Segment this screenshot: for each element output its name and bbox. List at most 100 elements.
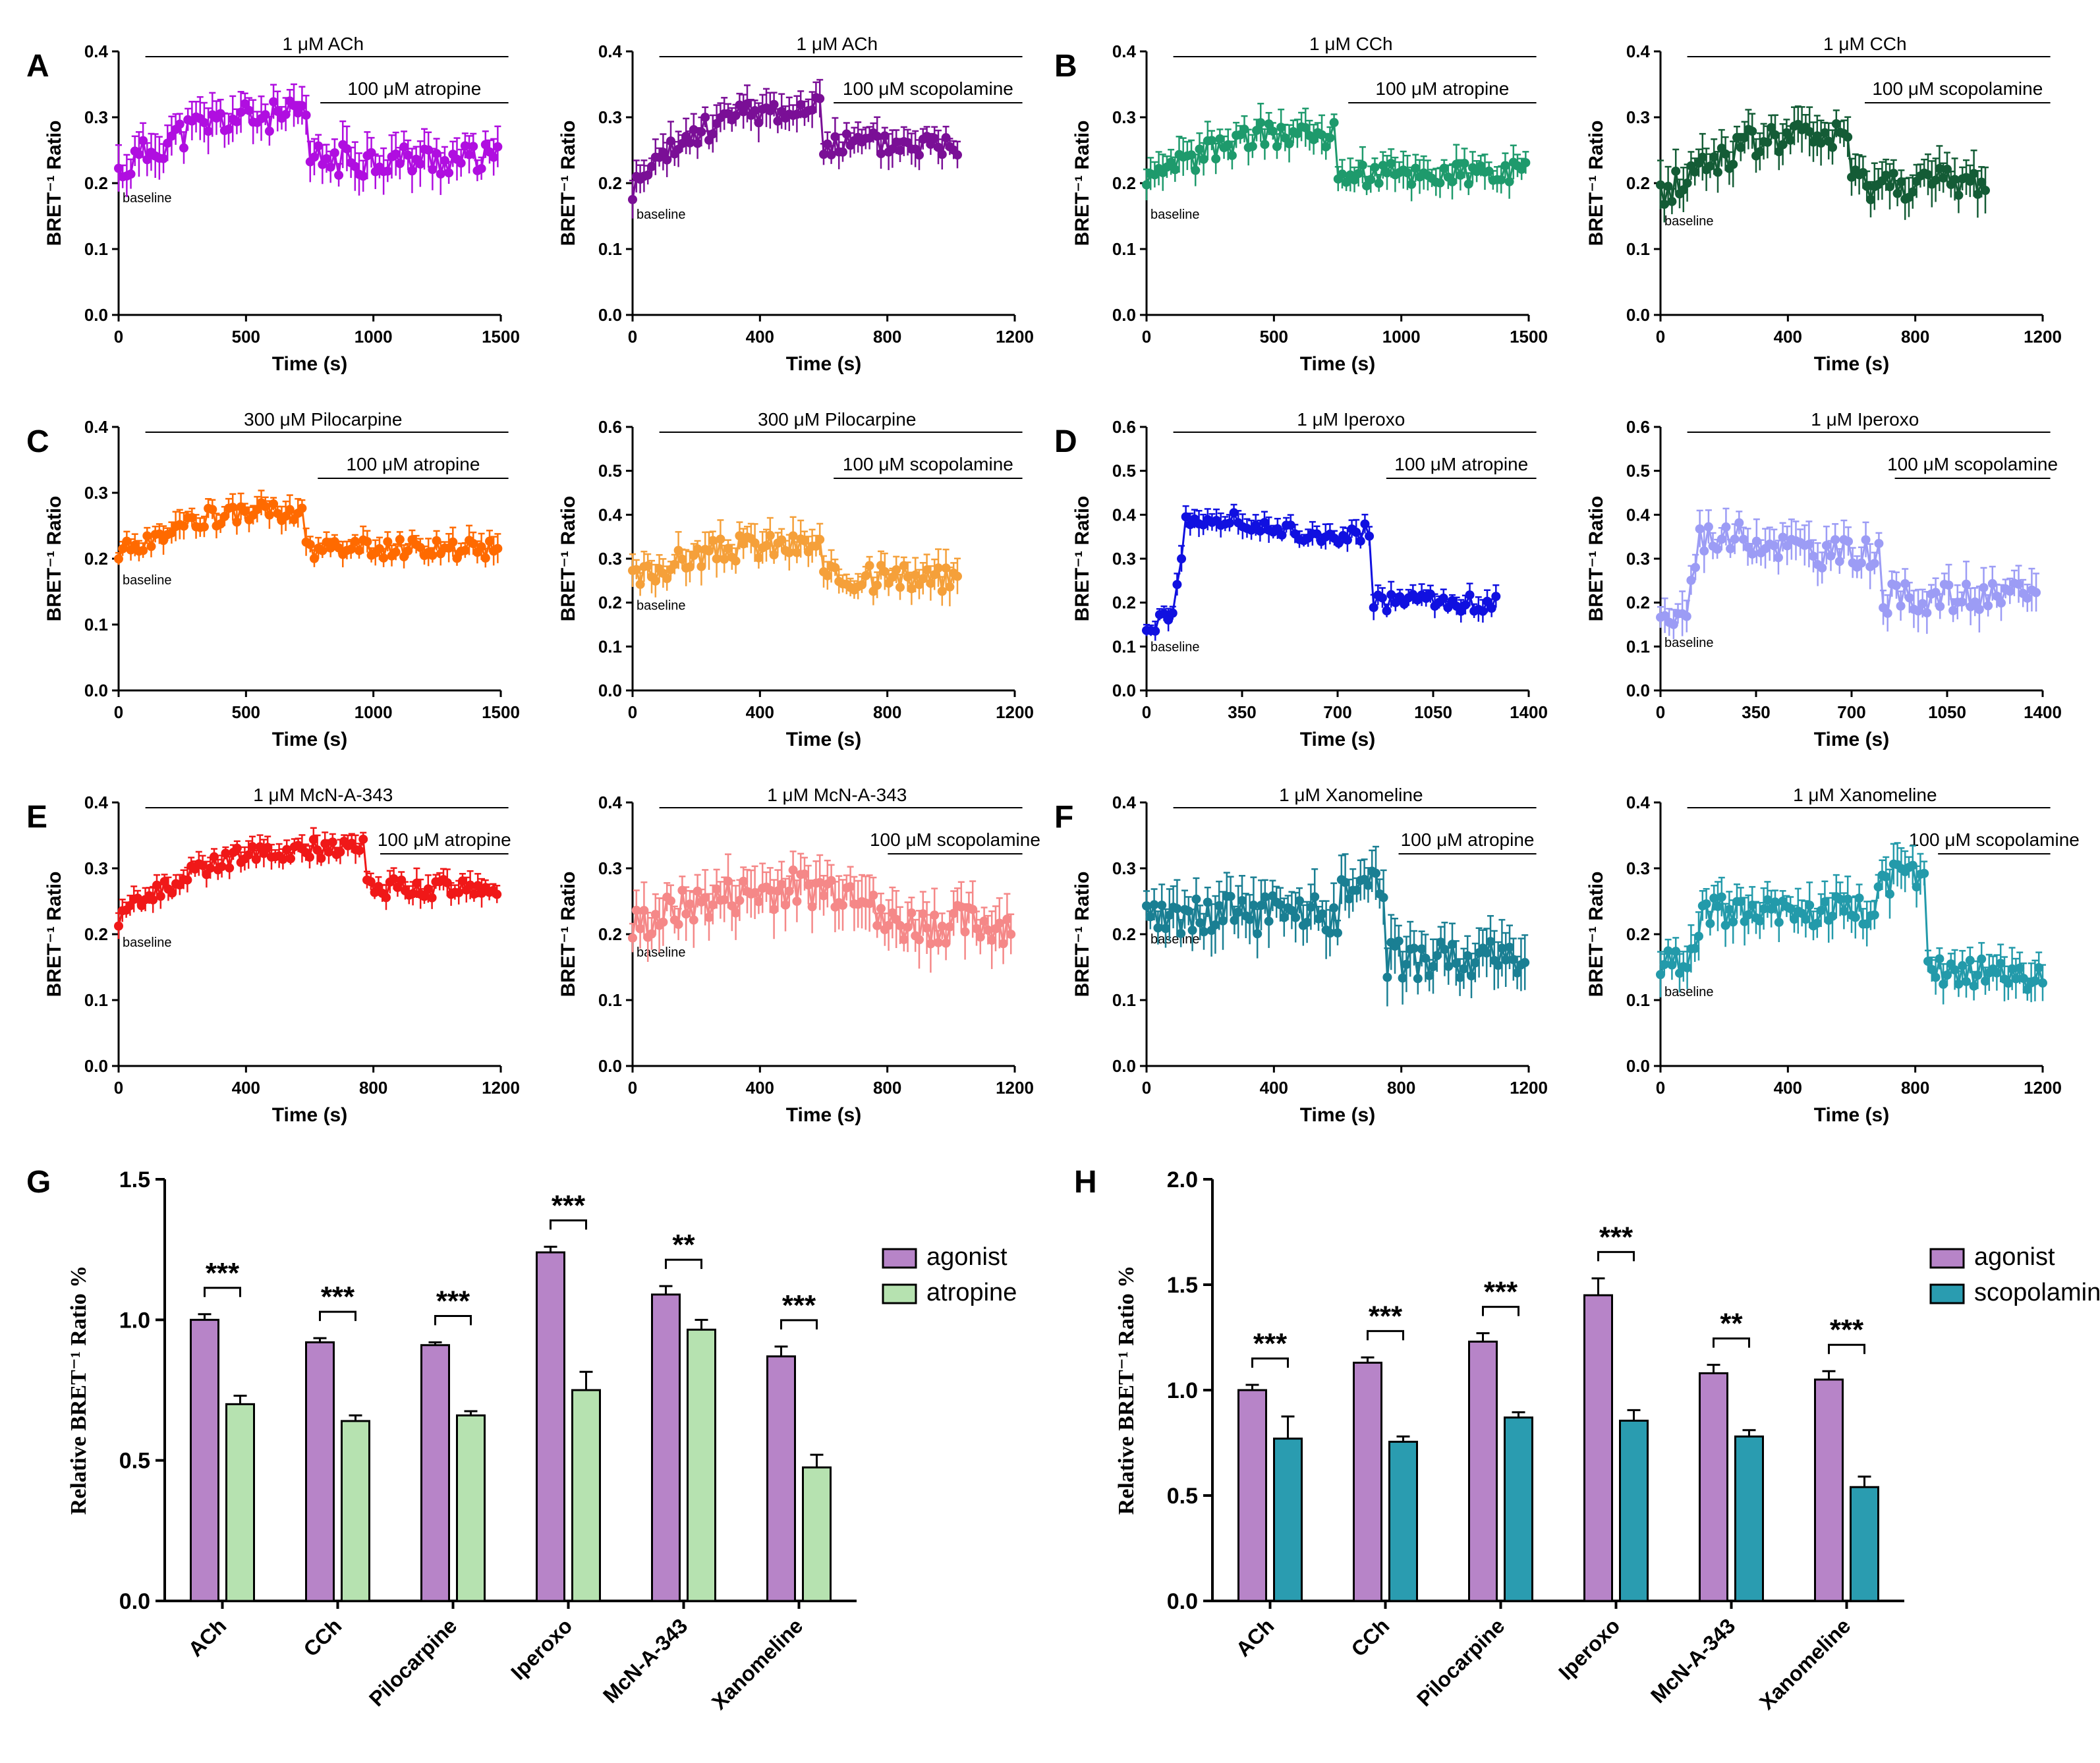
data-point [1969, 981, 1979, 991]
significance-bracket [434, 1314, 472, 1326]
data-point [838, 901, 847, 910]
data-point [1470, 958, 1480, 968]
data-point [922, 923, 932, 933]
significance-stars: *** [1599, 1221, 1633, 1253]
data-point [198, 860, 208, 870]
data-point [374, 882, 383, 891]
data-point [206, 863, 215, 873]
data-point [1413, 974, 1423, 984]
data-point [884, 920, 894, 930]
data-point [1697, 152, 1707, 162]
data-point [492, 889, 502, 899]
data-point [415, 159, 425, 169]
data-point [987, 936, 997, 945]
data-point [1199, 927, 1208, 937]
data-point [681, 909, 691, 919]
data-point [708, 129, 718, 139]
data-point [1992, 968, 2002, 978]
data-point [720, 554, 729, 564]
data-point [1816, 138, 1826, 148]
data-point [743, 99, 752, 109]
data-point [845, 882, 855, 891]
data-point [1321, 142, 1331, 152]
data-point [838, 147, 847, 157]
data-point [1210, 920, 1220, 930]
data-point [1812, 918, 1822, 928]
x-tick-label: 800 [873, 1078, 901, 1098]
data-point [399, 142, 409, 152]
panel-e2: 0.0 0.1 0.2 0.3 0.4 0 400 800 1200 Time (s) BRET⁻¹… [557, 785, 1040, 1126]
data-point [1919, 868, 1929, 878]
data-point [2015, 963, 2025, 973]
data-point [327, 837, 337, 847]
data-point [1443, 603, 1453, 613]
x-tick-label: 700 [1323, 702, 1351, 722]
panel-letter: E [26, 800, 47, 835]
data-point [448, 537, 458, 547]
agonist-label: 1 μM CCh [1309, 34, 1393, 54]
data-point [316, 853, 326, 863]
data-point [2038, 978, 2047, 988]
data-point [1973, 970, 1983, 980]
data-point [324, 847, 333, 857]
y-axis-title: BRET⁻¹ Ratio [1585, 121, 1607, 246]
data-point [1329, 118, 1339, 128]
significance-stars: *** [1369, 1300, 1403, 1332]
data-point [1218, 916, 1228, 926]
data-point [1663, 181, 1673, 191]
data-point [142, 531, 152, 541]
y-tick-label: 0.2 [1626, 593, 1650, 613]
panel-a2: 0.0 0.1 0.2 0.3 0.4 0 400 800 1200 Time (s) BRET⁻¹… [557, 34, 1034, 375]
data-point [442, 878, 452, 887]
data-point [286, 854, 295, 864]
data-point [269, 499, 279, 509]
data-point [1386, 158, 1396, 168]
data-point [179, 521, 188, 531]
data-point [708, 536, 718, 546]
data-point [822, 139, 832, 149]
data-point [1701, 899, 1711, 909]
x-axis-title: Time (s) [786, 353, 861, 375]
y-tick-label: 0.2 [84, 549, 108, 569]
data-point [1444, 961, 1454, 971]
y-tick-label: 0.4 [84, 793, 109, 812]
data-point [1850, 912, 1860, 922]
category-label: ACh [183, 1613, 231, 1661]
significance-stars: *** [1484, 1276, 1518, 1308]
data-point [1950, 175, 1960, 184]
data-point [1465, 590, 1475, 600]
data-point [1382, 606, 1392, 616]
antagonist-label: 100 μM atropine [378, 829, 511, 850]
data-point [1717, 534, 1726, 544]
data-point [1705, 161, 1715, 171]
data-point [1237, 895, 1247, 905]
data-point [1844, 536, 1854, 546]
data-point [1382, 168, 1392, 178]
data-point [1931, 588, 1941, 598]
legend-swatch-agonist [882, 1248, 917, 1269]
data-point [769, 99, 779, 109]
significance-bracket [780, 1319, 818, 1329]
data-point [397, 875, 407, 885]
y-tick-label: 0.3 [1626, 549, 1650, 569]
data-point [1734, 518, 1744, 528]
data-point [1728, 159, 1738, 169]
data-point [297, 101, 307, 111]
data-point [784, 886, 794, 896]
y-axis-title: BRET⁻¹ Ratio [557, 496, 579, 622]
data-point [972, 924, 981, 934]
y-tick-label: 0.0 [1626, 1056, 1650, 1076]
data-point [142, 155, 152, 165]
data-point [1187, 150, 1197, 160]
data-point [1256, 118, 1266, 128]
y-tick-label: 0.1 [598, 239, 622, 259]
data-point [1360, 519, 1370, 529]
data-point [1885, 182, 1894, 192]
y-axis-title: BRET⁻¹ Ratio [1071, 872, 1093, 997]
y-tick-label: 0.0 [1626, 305, 1650, 325]
data-point [926, 939, 936, 949]
agonist-label: 1 μM CCh [1823, 34, 1907, 54]
data-point [915, 150, 924, 160]
significance-bracket [1482, 1306, 1519, 1316]
data-point [383, 537, 393, 547]
